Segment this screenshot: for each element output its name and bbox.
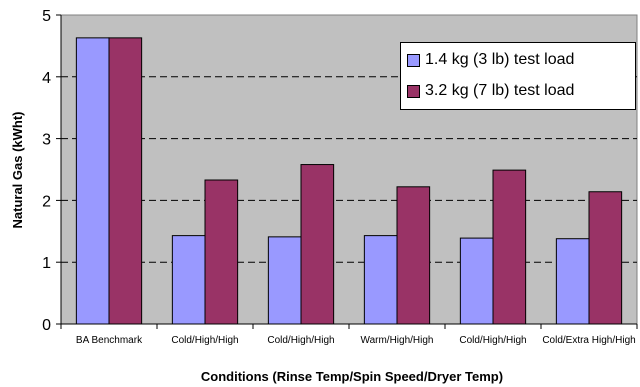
bars: [75, 37, 623, 325]
legend-swatch: [407, 53, 420, 67]
y-tick-label: 3: [42, 132, 51, 149]
bar: [555, 238, 590, 325]
y-axis-label: Natural Gas (kWht): [10, 111, 25, 228]
x-tick-label: Cold/Extra High/High: [542, 335, 635, 346]
bar: [492, 169, 527, 325]
bar: [171, 235, 206, 325]
legend-swatch: [407, 84, 420, 98]
bar: [300, 164, 335, 325]
y-tick-label: 5: [42, 8, 51, 25]
x-axis-label: Conditions (Rinse Temp/Spin Speed/Dryer …: [201, 369, 503, 384]
y-ticks: 0 1 2 3 4 5: [42, 8, 61, 334]
bar: [588, 191, 623, 325]
x-tick-label: Cold/High/High: [267, 335, 334, 346]
x-tick-label: BA Benchmark: [76, 335, 143, 346]
legend-label: 3.2 kg (7 lb) test load: [425, 82, 575, 99]
y-tick-label: 2: [42, 193, 51, 210]
y-tick-label: 1: [42, 255, 51, 272]
y-tick-label: 4: [42, 70, 51, 87]
x-ticks: BA Benchmark Cold/High/High Cold/High/High…: [60, 324, 638, 346]
legend-item: 1.4 kg (3 lb) test load: [407, 49, 574, 71]
bar: [267, 236, 302, 325]
legend: 1.4 kg (3 lb) test load 3.2 kg (7 lb) te…: [400, 42, 636, 110]
bar: [396, 186, 431, 325]
bar: [363, 235, 398, 325]
bar: [204, 179, 239, 325]
legend-item: 3.2 kg (7 lb) test load: [407, 80, 574, 102]
x-tick-label: Warm/High/High: [361, 335, 434, 346]
x-tick-label: Cold/High/High: [171, 335, 238, 346]
bar: [75, 37, 110, 325]
x-tick-label: Cold/High/High: [459, 335, 526, 346]
bar: [459, 237, 494, 325]
legend-label: 1.4 kg (3 lb) test load: [425, 51, 575, 68]
bar: [108, 37, 143, 325]
y-tick-label: 0: [42, 317, 51, 334]
